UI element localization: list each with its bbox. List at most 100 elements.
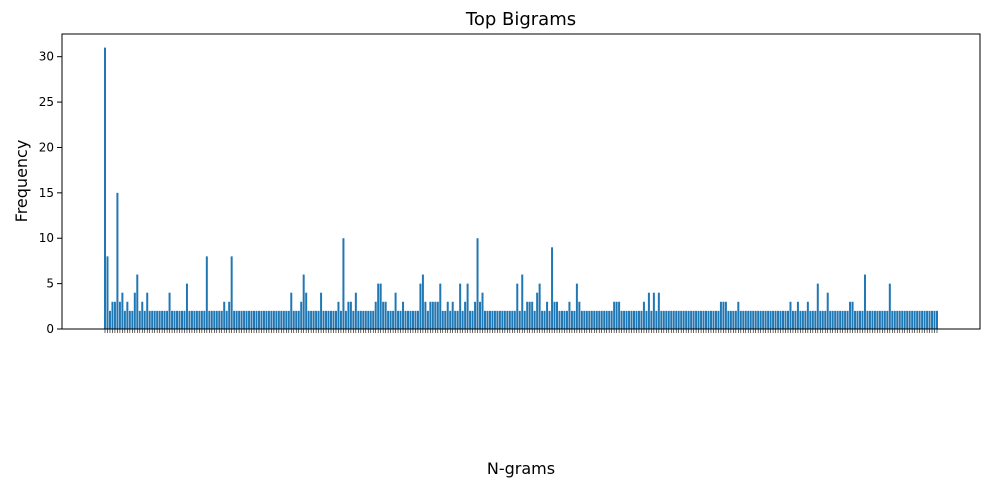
bar [302, 274, 305, 329]
bar [491, 310, 494, 329]
bar [839, 310, 842, 329]
bar [590, 310, 593, 329]
bar [330, 310, 332, 329]
bar [245, 310, 248, 329]
bar [901, 310, 904, 329]
bar [640, 310, 643, 329]
bar [854, 310, 857, 329]
bar [506, 310, 509, 329]
bar [384, 301, 387, 329]
bar [153, 310, 156, 329]
bar [809, 310, 812, 329]
bar [806, 301, 809, 329]
bar [595, 310, 598, 329]
bar [444, 310, 447, 329]
bar [178, 310, 181, 329]
bar [325, 310, 328, 329]
bar [265, 310, 268, 329]
bar [717, 310, 720, 329]
bar [660, 310, 663, 329]
bar [305, 292, 308, 329]
bar [598, 310, 601, 329]
bar [610, 310, 613, 329]
y-axis-label: Frequency [12, 140, 31, 223]
bar [757, 310, 760, 329]
bar [685, 310, 688, 329]
bar [277, 310, 280, 329]
bar [136, 274, 139, 329]
bar [767, 310, 770, 329]
bar [287, 310, 290, 329]
bar [188, 310, 191, 329]
bar [558, 310, 561, 329]
bar [926, 310, 929, 329]
bar [176, 310, 179, 329]
bar [697, 310, 700, 329]
bar [923, 310, 926, 329]
bar [747, 310, 750, 329]
bar [553, 301, 556, 329]
bar [220, 310, 223, 329]
bar [392, 310, 395, 329]
bar [883, 310, 886, 329]
bar [322, 310, 325, 329]
bar [449, 310, 452, 329]
bar [372, 310, 375, 329]
bar [257, 310, 260, 329]
bar [297, 310, 300, 329]
bar [682, 310, 685, 329]
bar [253, 310, 256, 329]
bar [714, 310, 717, 329]
bar [705, 310, 708, 329]
bar [315, 310, 318, 329]
bar [250, 310, 253, 329]
bar [118, 301, 121, 329]
bar [921, 310, 924, 329]
bar [526, 301, 529, 329]
bar [483, 310, 486, 329]
bar [364, 310, 367, 329]
bar [615, 301, 618, 329]
bar [936, 310, 938, 329]
bar [911, 310, 914, 329]
bar [635, 310, 638, 329]
bar [218, 310, 221, 329]
bar [700, 310, 703, 329]
bar [662, 310, 665, 329]
bars-group [104, 47, 938, 330]
bar [126, 301, 129, 329]
bar [570, 310, 573, 329]
bar [459, 283, 462, 329]
bar [618, 301, 621, 329]
bar [106, 256, 109, 329]
bar [374, 301, 377, 329]
bar [710, 310, 712, 329]
bar [407, 310, 409, 329]
bar [804, 310, 807, 329]
bar [580, 310, 583, 329]
bar [724, 301, 727, 329]
bar [675, 310, 678, 329]
bar [628, 310, 631, 329]
bar [849, 301, 852, 329]
bar [908, 310, 911, 329]
bar [104, 47, 106, 330]
bar [702, 310, 705, 329]
bar [695, 310, 698, 329]
bar [352, 310, 355, 329]
bar [208, 310, 211, 329]
bar [737, 301, 740, 329]
bar [687, 310, 690, 329]
bar [272, 310, 275, 329]
bar [518, 310, 521, 329]
bar [620, 310, 623, 329]
bar [394, 292, 397, 329]
bar [116, 192, 119, 329]
bar [166, 310, 169, 329]
bar [267, 310, 270, 329]
bar [111, 301, 114, 329]
bar [481, 292, 484, 329]
bar [814, 310, 817, 329]
bar [354, 292, 357, 329]
bar [796, 301, 799, 329]
